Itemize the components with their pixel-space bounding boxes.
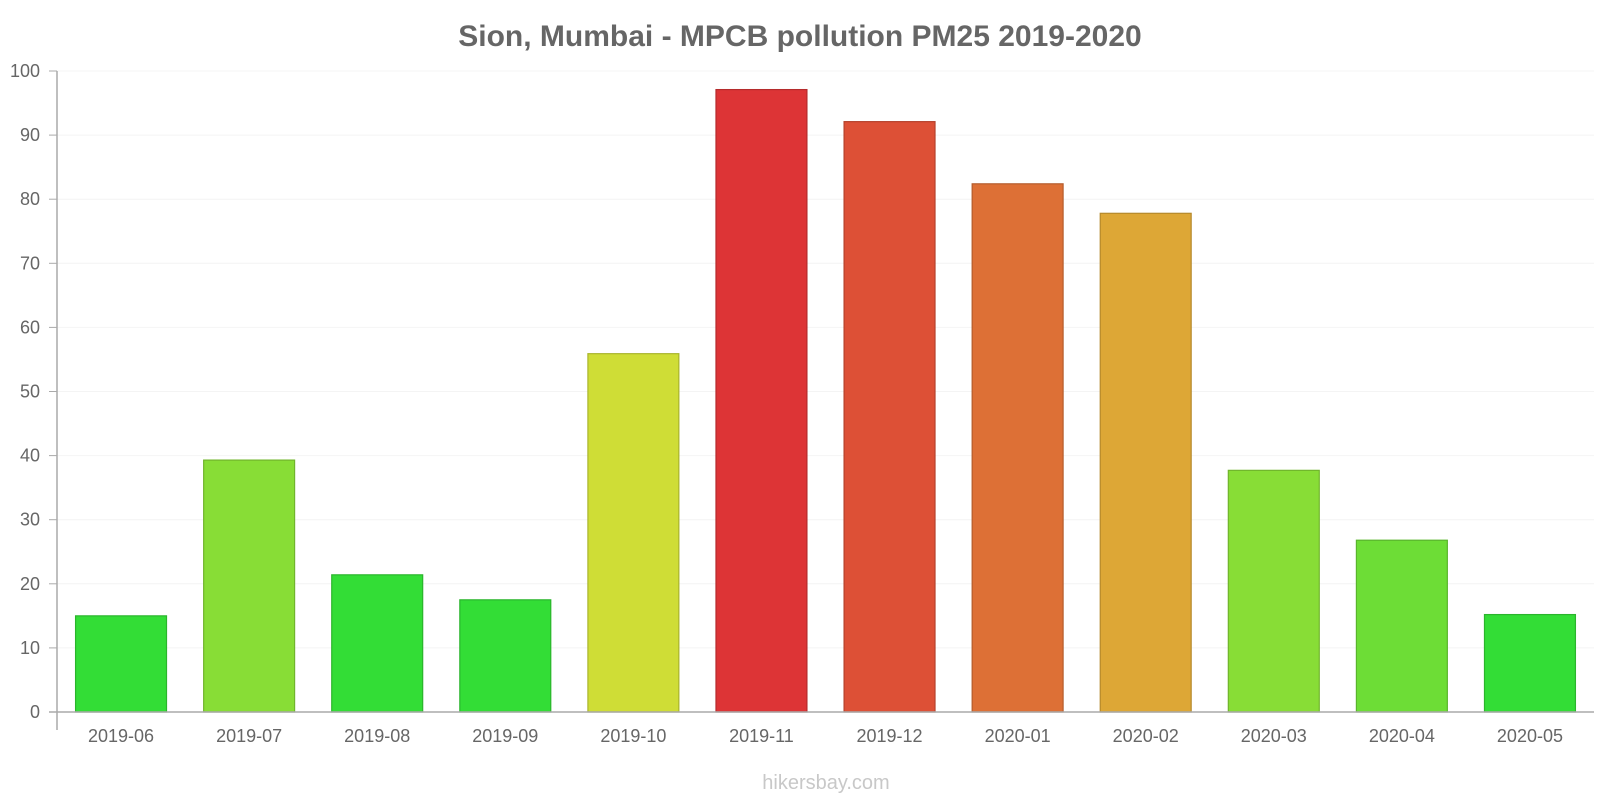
x-tick-label: 2019-10	[600, 726, 666, 746]
x-tick-label: 2020-01	[985, 726, 1051, 746]
watermark: hikersbay.com	[762, 772, 889, 794]
y-tick-label: 80	[20, 189, 40, 209]
x-tick-label: 2020-03	[1241, 726, 1307, 746]
x-tick-label: 2020-05	[1497, 726, 1563, 746]
bar-2019-11	[715, 88, 808, 713]
y-tick-label: 30	[20, 510, 40, 530]
y-tick-label: 0	[30, 702, 40, 722]
bar-2020-03	[1227, 469, 1320, 713]
x-tick-label: 2019-09	[472, 726, 538, 746]
x-tick-label: 2019-07	[216, 726, 282, 746]
y-tick-label: 50	[20, 382, 40, 402]
y-tick-label: 70	[20, 253, 40, 273]
x-tick-label: 2019-08	[344, 726, 410, 746]
bar-2019-07	[203, 459, 296, 713]
x-tick-label: 2020-02	[1113, 726, 1179, 746]
bar-2019-08	[331, 574, 424, 713]
bar-2020-04	[1355, 539, 1448, 713]
x-tick-label: 2019-12	[857, 726, 923, 746]
bar-2020-02	[1099, 212, 1192, 713]
y-tick-label: 60	[20, 317, 40, 337]
x-tick-label: 2019-06	[88, 726, 154, 746]
bar-2020-05	[1483, 613, 1577, 713]
bar-2019-12	[843, 121, 936, 713]
y-tick-label: 20	[20, 574, 40, 594]
bars	[74, 88, 1577, 713]
x-tick-label: 2020-04	[1369, 726, 1435, 746]
y-tick-label: 90	[20, 125, 40, 145]
bar-2019-09	[459, 599, 552, 713]
y-tick-label: 40	[20, 446, 40, 466]
bar-2020-01	[971, 183, 1064, 713]
grid-lines	[57, 70, 1594, 649]
y-tick-label: 100	[10, 61, 40, 81]
y-axis-ticks: 0 10 20 30 40 50 60 70 80 90 100	[10, 61, 57, 722]
chart-title: Sion, Mumbai - MPCB pollution PM25 2019-…	[458, 20, 1141, 53]
y-tick-label: 10	[20, 638, 40, 658]
bar-2019-06	[74, 615, 168, 713]
x-axis-ticks: 2019-06 2019-07 2019-08 2019-09 2019-10 2019-…	[88, 726, 1563, 746]
x-tick-label: 2019-11	[729, 726, 794, 746]
bar-2019-10	[587, 353, 680, 713]
